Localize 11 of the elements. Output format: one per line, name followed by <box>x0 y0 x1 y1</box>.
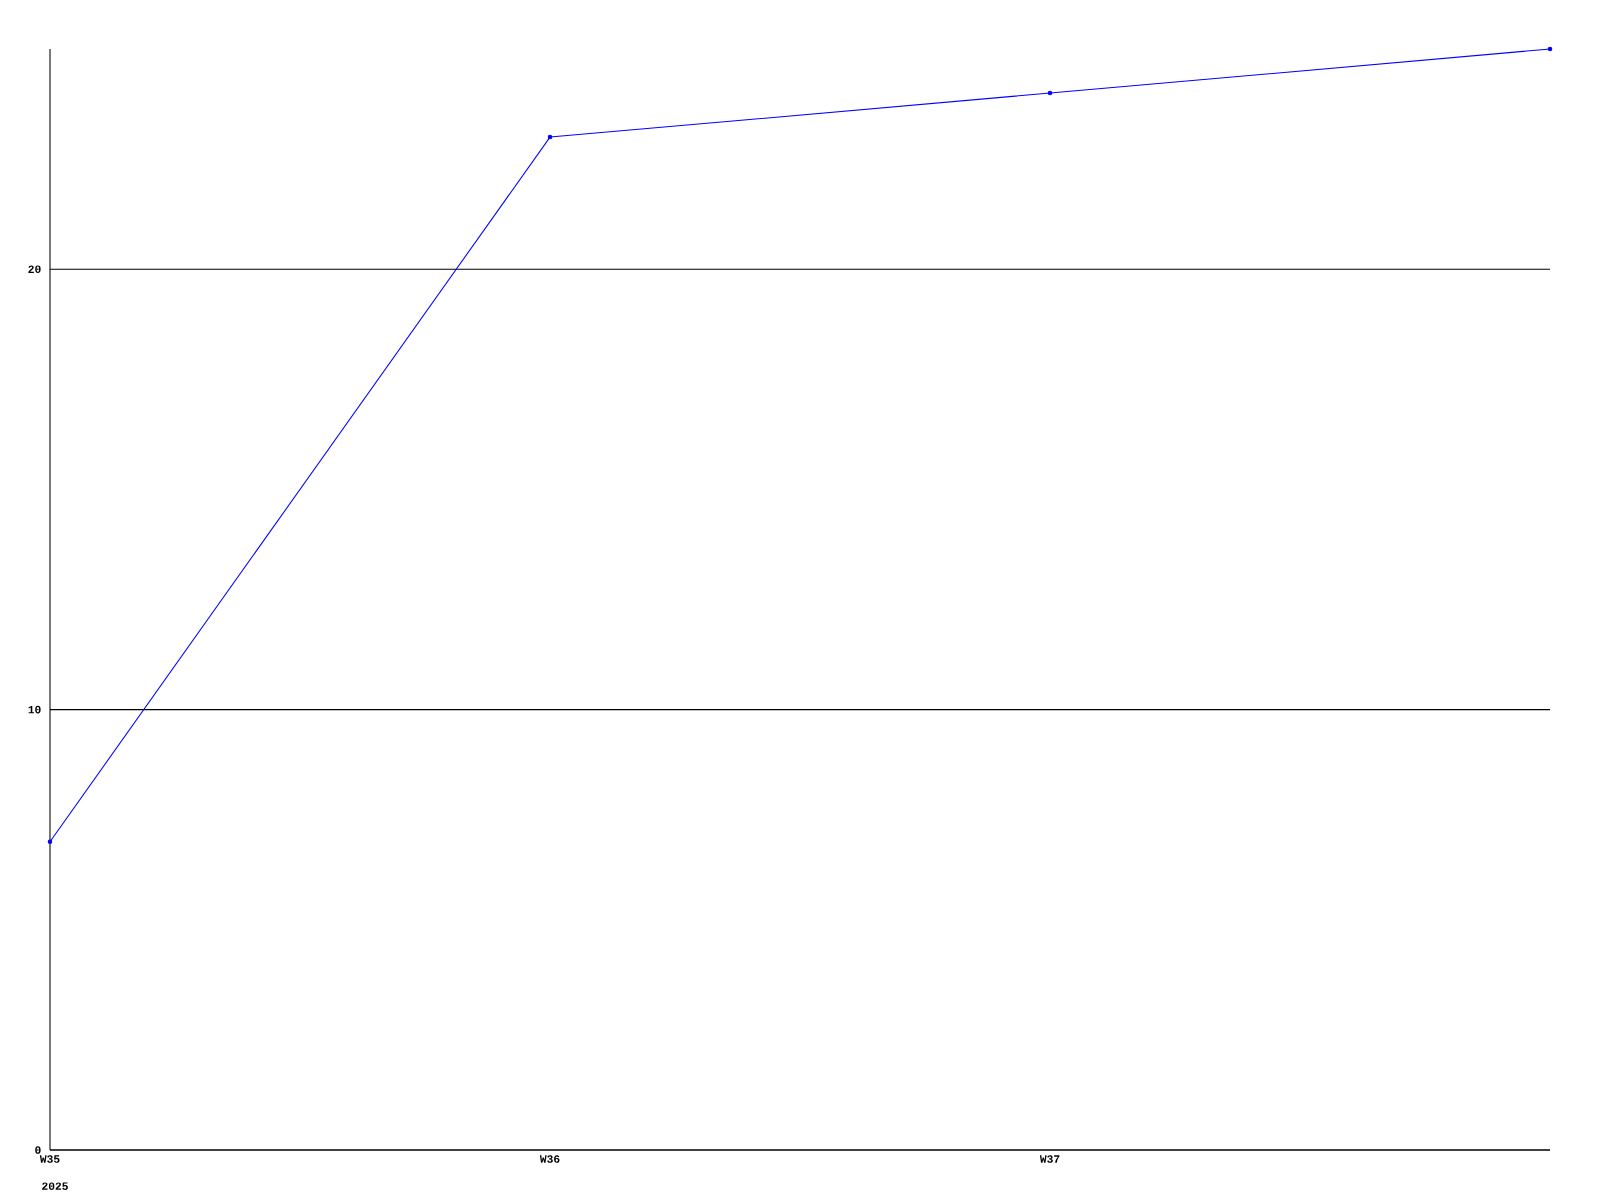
y-tick-label: 20 <box>28 265 41 274</box>
point <box>547 134 553 140</box>
point <box>47 839 53 845</box>
point <box>1547 46 1553 52</box>
x-tick-label: W35 <box>39 1155 60 1163</box>
x-tick-label: W37 <box>1039 1155 1060 1163</box>
y-tick-label: 10 <box>28 705 41 714</box>
x-tick-label: W36 <box>539 1155 560 1163</box>
y-tick-label: 0 <box>35 1146 41 1154</box>
text: 2025 <box>42 1182 68 1190</box>
point <box>1047 90 1053 96</box>
